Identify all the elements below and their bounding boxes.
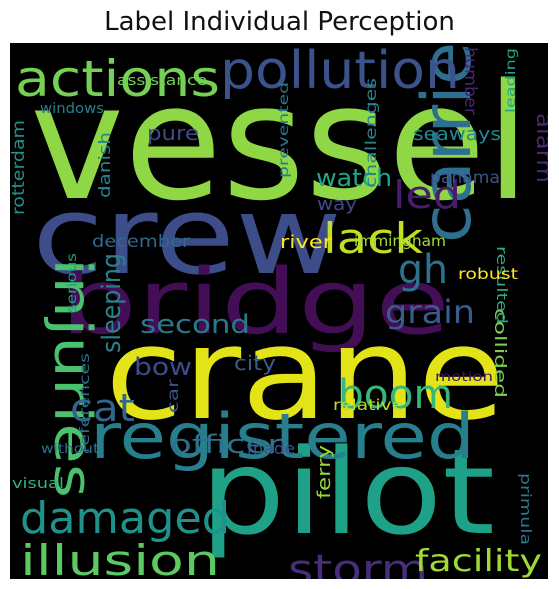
word-resulted: resulted [493, 246, 509, 324]
word-motion: motion [435, 370, 493, 385]
word-panama: panama [430, 168, 500, 188]
word-carrier: carrier [408, 43, 487, 243]
word-humber: humber [460, 47, 480, 115]
word-facility: facility [415, 544, 542, 579]
word-officer: officer [170, 430, 282, 460]
word-storm: storm [288, 547, 428, 579]
word-pilot: pilot [200, 423, 495, 561]
word-pure: pure [147, 121, 199, 145]
word-bridge: bridge [60, 250, 450, 355]
word-challenges: challenges [362, 78, 380, 188]
word-river: river [280, 232, 333, 253]
word-illusion: illusion [20, 536, 220, 579]
word-damaged: damaged [20, 493, 230, 544]
word-visual: visual [12, 476, 64, 492]
word-gh: gh [398, 247, 448, 293]
word-pollution: pollution [220, 43, 460, 101]
word-bow: bow [134, 353, 192, 381]
word-cloud: vessel crew bridge crane pilot registered carr… [10, 43, 548, 579]
word-registered: registered [90, 400, 475, 473]
word-watch: watch [316, 164, 392, 192]
word-car: car [164, 378, 182, 413]
word-city: city [234, 351, 276, 375]
word-danish: danish [95, 132, 114, 198]
word-serious: serious [65, 253, 80, 313]
word-without: without [41, 442, 99, 457]
word-boom: boom [338, 372, 453, 418]
word-sleeping: sleeping [97, 253, 127, 353]
word-led: led [393, 173, 461, 217]
word-relative: relative [333, 396, 403, 414]
word-december: december [92, 232, 190, 252]
word-rotterdam: rotterdam [10, 120, 29, 215]
word-cat: cat [70, 386, 135, 430]
word-immingham: immingham [354, 232, 446, 250]
word-ferry: ferry [314, 445, 335, 499]
word-grain: grain [385, 293, 475, 331]
word-way: way [317, 194, 357, 215]
word-references: references [78, 353, 93, 453]
word-seaways: seaways [413, 124, 501, 145]
word-leading: leading [504, 48, 519, 113]
word-robust: robust [458, 265, 518, 283]
word-windows: windows [40, 101, 104, 117]
word-collided: collided [491, 308, 510, 398]
word-alarm: alarm [531, 113, 548, 183]
word-made: made [247, 439, 295, 458]
word-primula: primula [517, 473, 533, 545]
word-assistance: assistance [117, 73, 207, 89]
word-prevented: prevented [277, 82, 292, 178]
chart-title: Label Individual Perception [104, 7, 455, 37]
word-crew: crew [32, 174, 342, 299]
word-injuries: injuries [42, 258, 102, 498]
word-crane: crane [105, 300, 505, 449]
word-vessel: vessel [30, 49, 530, 236]
word-cloud-svg: vesselcrewbridgecranepilotregisteredcarr… [10, 43, 548, 579]
word-actions: actions [15, 50, 220, 108]
word-lack: lack [323, 214, 424, 263]
word-second: second [140, 310, 250, 340]
